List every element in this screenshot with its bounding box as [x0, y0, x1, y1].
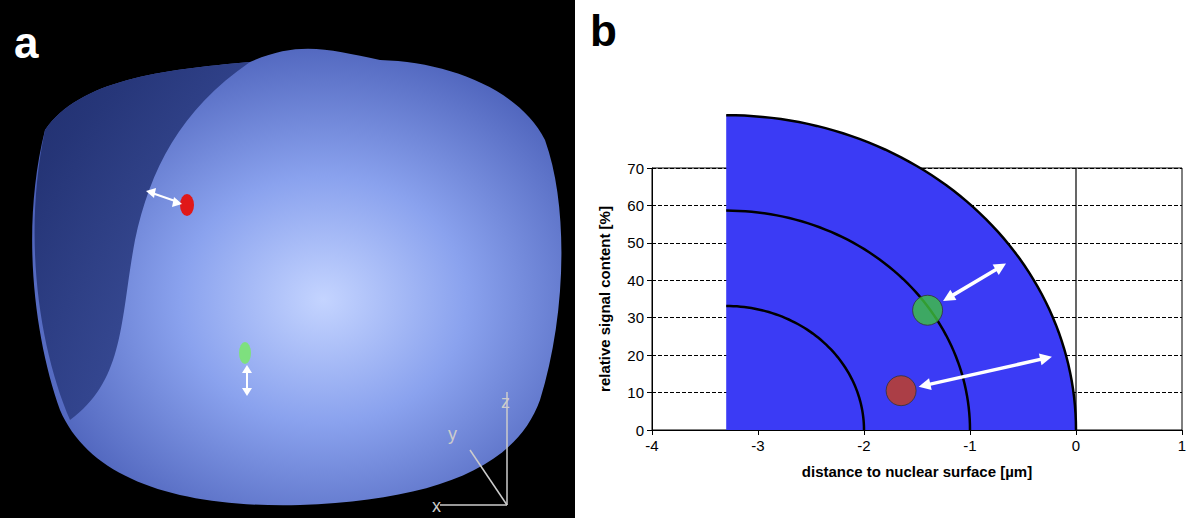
- svg-text:z: z: [501, 392, 510, 412]
- svg-text:50: 50: [627, 234, 644, 251]
- svg-text:10: 10: [627, 384, 644, 401]
- svg-text:a: a: [14, 18, 39, 67]
- svg-text:b: b: [590, 6, 617, 55]
- svg-text:20: 20: [627, 347, 644, 364]
- svg-text:40: 40: [627, 272, 644, 289]
- svg-text:y: y: [448, 424, 457, 444]
- svg-text:0: 0: [636, 422, 644, 439]
- svg-text:1: 1: [1178, 437, 1186, 454]
- svg-text:-2: -2: [857, 437, 870, 454]
- svg-text:-1: -1: [963, 437, 976, 454]
- svg-text:70: 70: [627, 160, 644, 177]
- svg-text:-3: -3: [751, 437, 764, 454]
- svg-text:x: x: [432, 496, 441, 516]
- svg-text:-4: -4: [645, 437, 658, 454]
- svg-text:distance to nuclear surface [µ: distance to nuclear surface [µm]: [802, 463, 1032, 480]
- svg-text:relative signal content [%]: relative signal content [%]: [596, 206, 613, 392]
- svg-text:30: 30: [627, 309, 644, 326]
- svg-text:0: 0: [1072, 437, 1080, 454]
- svg-text:60: 60: [627, 197, 644, 214]
